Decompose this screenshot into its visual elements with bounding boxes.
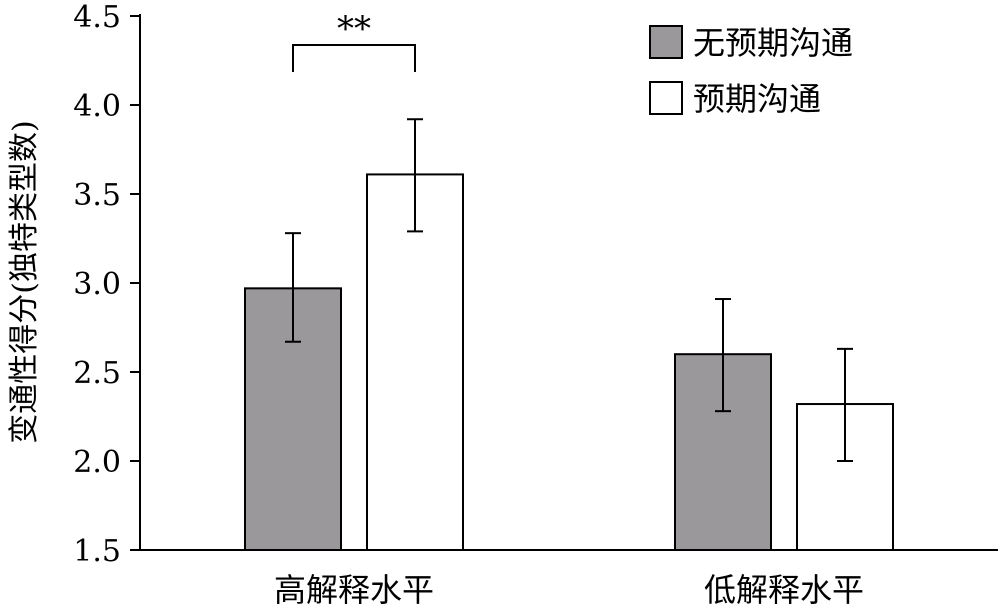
legend-swatch <box>649 25 683 59</box>
y-axis-label: 变通性得分(独特类型数) <box>7 120 42 443</box>
x-tick-labels: 高解释水平 低解释水平 <box>274 571 864 609</box>
y-ticks: 1.5 2.0 2.5 3.0 3.5 4.0 4.5 <box>73 0 140 569</box>
y-tick-label: 3.5 <box>73 178 121 213</box>
y-tick-label: 3.0 <box>73 267 121 302</box>
bar <box>366 173 464 551</box>
annotations: ** <box>292 9 416 72</box>
y-tick-label: 4.0 <box>73 89 121 124</box>
significance-label: ** <box>337 9 371 49</box>
legend-swatch <box>649 81 683 115</box>
x-tick-label: 低解释水平 <box>704 571 864 609</box>
legend-label: 无预期沟通 <box>693 24 853 62</box>
y-tick-label: 2.0 <box>73 445 121 480</box>
bars-layer <box>244 118 894 552</box>
y-tick-label: 2.5 <box>73 356 121 391</box>
legend-label: 预期沟通 <box>693 80 821 118</box>
y-tick-label: 1.5 <box>73 534 121 569</box>
significance-bracket <box>292 44 416 72</box>
y-tick-label: 4.5 <box>73 0 121 35</box>
x-tick-label: 高解释水平 <box>274 571 434 609</box>
